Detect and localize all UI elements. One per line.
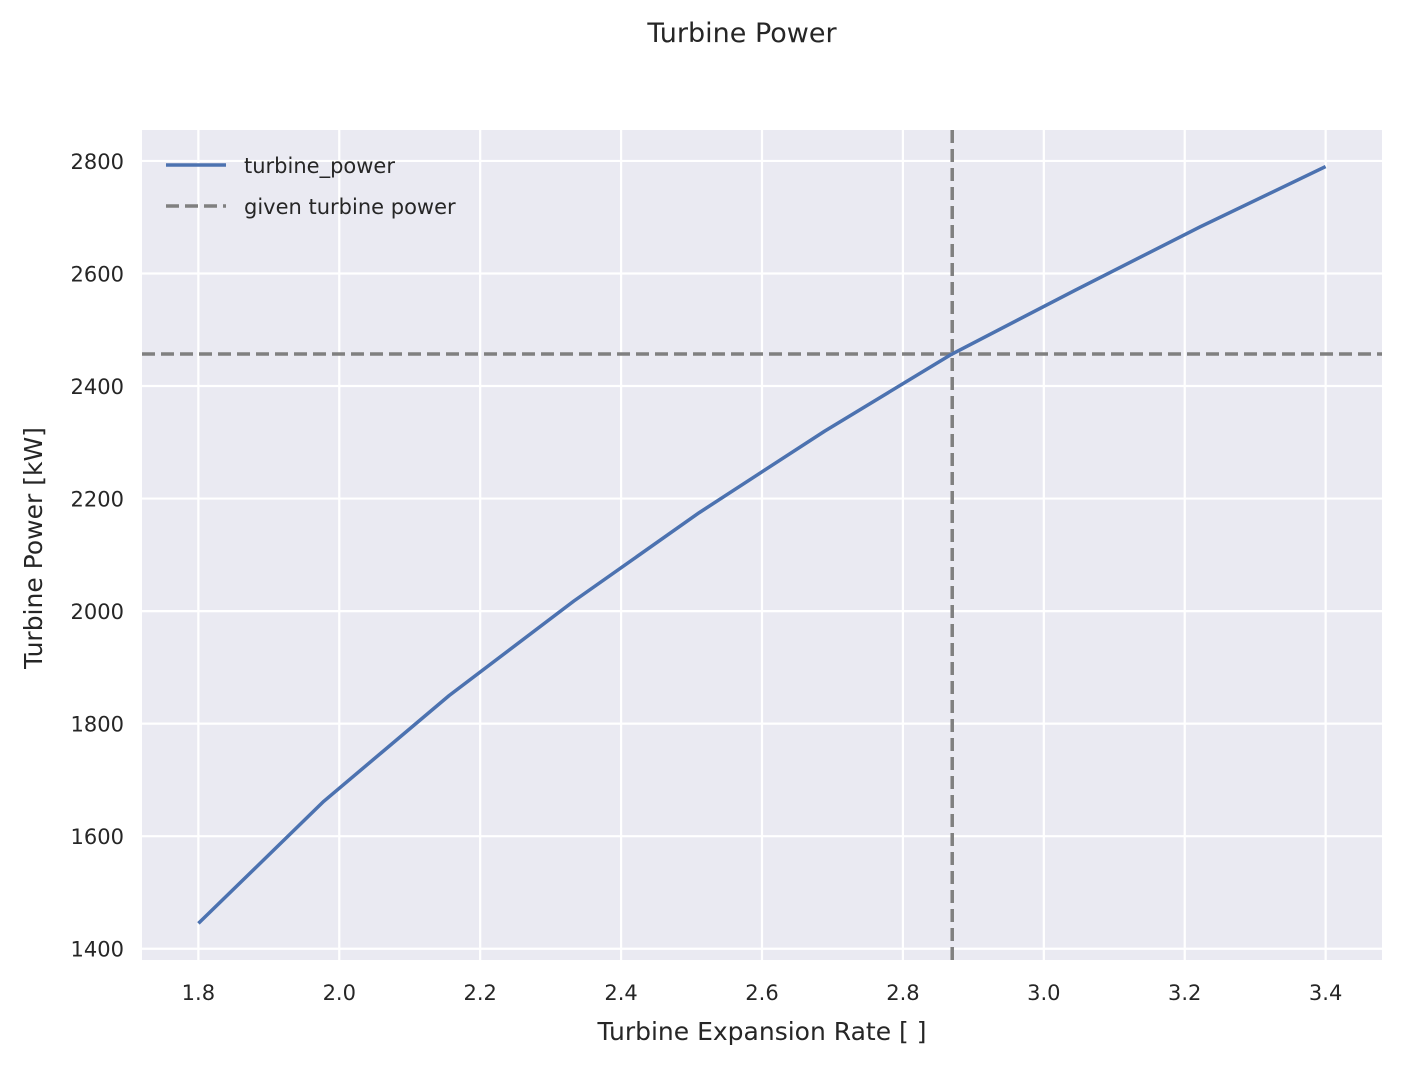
y-tick-label: 2400 [71,375,124,399]
y-tick-label: 2800 [71,150,124,174]
reference-lines [142,130,1382,960]
x-tick-labels: 1.8 2.0 2.2 2.4 2.6 2.8 3.0 3.2 3.4 [182,981,1343,1005]
x-axis-label: Turbine Expansion Rate [ ] [597,1017,927,1046]
y-tick-labels: 1400 1600 1800 2000 2200 2400 2600 2800 [71,150,124,962]
legend: turbine_power given turbine power [166,154,456,219]
y-tick-label: 1400 [71,938,124,962]
x-tick-label: 2.4 [604,981,637,1005]
y-tick-label: 1800 [71,713,124,737]
x-tick-label: 2.6 [745,981,778,1005]
legend-label-given-turbine-power: given turbine power [244,195,456,219]
x-tick-label: 2.8 [886,981,919,1005]
series-line-turbine-power [197,165,1327,925]
x-tick-label: 3.2 [1168,981,1201,1005]
grid-lines [142,130,1382,960]
x-tick-label: 1.8 [182,981,215,1005]
legend-label-turbine-power: turbine_power [244,154,395,179]
y-tick-label: 1600 [71,825,124,849]
y-tick-label: 2200 [71,488,124,512]
series-layer [197,165,1327,925]
y-axis-label: Turbine Power [kW] [19,427,48,670]
y-tick-label: 2000 [71,600,124,624]
chart-title: Turbine Power [646,18,837,49]
x-tick-label: 2.2 [463,981,496,1005]
x-tick-label: 2.0 [323,981,356,1005]
x-tick-label: 3.0 [1027,981,1060,1005]
x-tick-label: 3.4 [1309,981,1342,1005]
y-tick-label: 2600 [71,262,124,286]
